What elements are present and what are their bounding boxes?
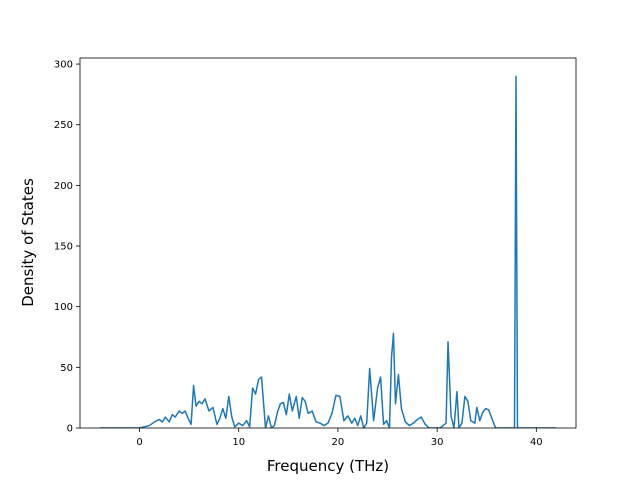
- y-tick-label: 200: [54, 181, 73, 192]
- y-tick-label: 0: [67, 424, 73, 435]
- y-tick-label: 50: [60, 363, 73, 374]
- y-tick-label: 250: [54, 120, 73, 131]
- x-tick-label: 40: [530, 437, 543, 448]
- x-axis-ticks: 0 10 20 30 40: [136, 428, 543, 448]
- y-axis-ticks: 0 50 100 150 200 250 300: [54, 60, 80, 435]
- y-tick-label: 100: [54, 302, 73, 313]
- x-axis-title: Frequency (THz): [267, 457, 389, 475]
- dos-series-line: [99, 75, 557, 428]
- y-axis-title: Density of States: [19, 178, 37, 307]
- plot-frame: [79, 57, 577, 429]
- x-tick-label: 30: [431, 437, 444, 448]
- y-tick-label: 150: [54, 242, 73, 253]
- x-tick-label: 20: [332, 437, 345, 448]
- x-tick-label: 0: [136, 437, 142, 448]
- x-tick-label: 10: [232, 437, 245, 448]
- y-tick-label: 300: [54, 60, 73, 71]
- plot-area: [99, 75, 557, 428]
